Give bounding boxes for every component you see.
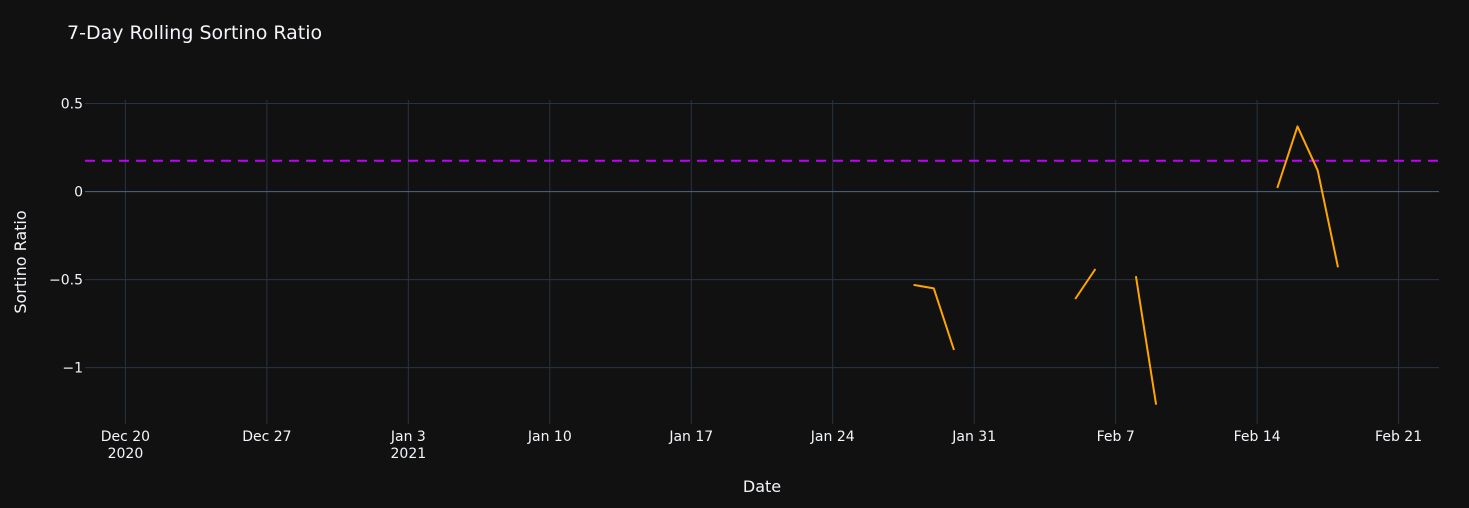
x-tick-label: Jan 3 [390, 429, 426, 445]
x-tick-label: Feb 14 [1234, 429, 1281, 445]
x-tick-label: Dec 27 [242, 429, 291, 445]
grid [85, 100, 1439, 424]
y-axis-title: Sortino Ratio [11, 210, 30, 313]
x-tick-sublabel: 2021 [391, 446, 427, 462]
series-line-segment [913, 283, 955, 351]
x-axis-title: Date [743, 477, 781, 496]
series-line-segment [1074, 268, 1097, 300]
x-tick-label: Jan 10 [527, 429, 572, 445]
chart-title: 7-Day Rolling Sortino Ratio [67, 22, 322, 44]
y-axis-ticks: 0.5 0 −0.5 −1 [49, 97, 83, 377]
y-tick-label: 0.5 [61, 97, 83, 113]
series-line-segment [1276, 125, 1339, 268]
x-tick-label: Feb 21 [1375, 429, 1422, 445]
x-tick-label: Jan 24 [810, 429, 855, 445]
series-line-segment [1134, 275, 1158, 405]
x-tick-label: Jan 17 [668, 429, 713, 445]
y-tick-label: −0.5 [49, 273, 83, 289]
x-tick-label: Dec 20 [101, 429, 150, 445]
y-tick-label: −1 [62, 361, 83, 377]
series-layer [913, 125, 1339, 405]
y-tick-label: 0 [74, 185, 83, 201]
x-tick-label: Jan 31 [951, 429, 996, 445]
x-tick-label: Feb 7 [1097, 429, 1135, 445]
x-tick-sublabel: 2020 [108, 446, 144, 462]
